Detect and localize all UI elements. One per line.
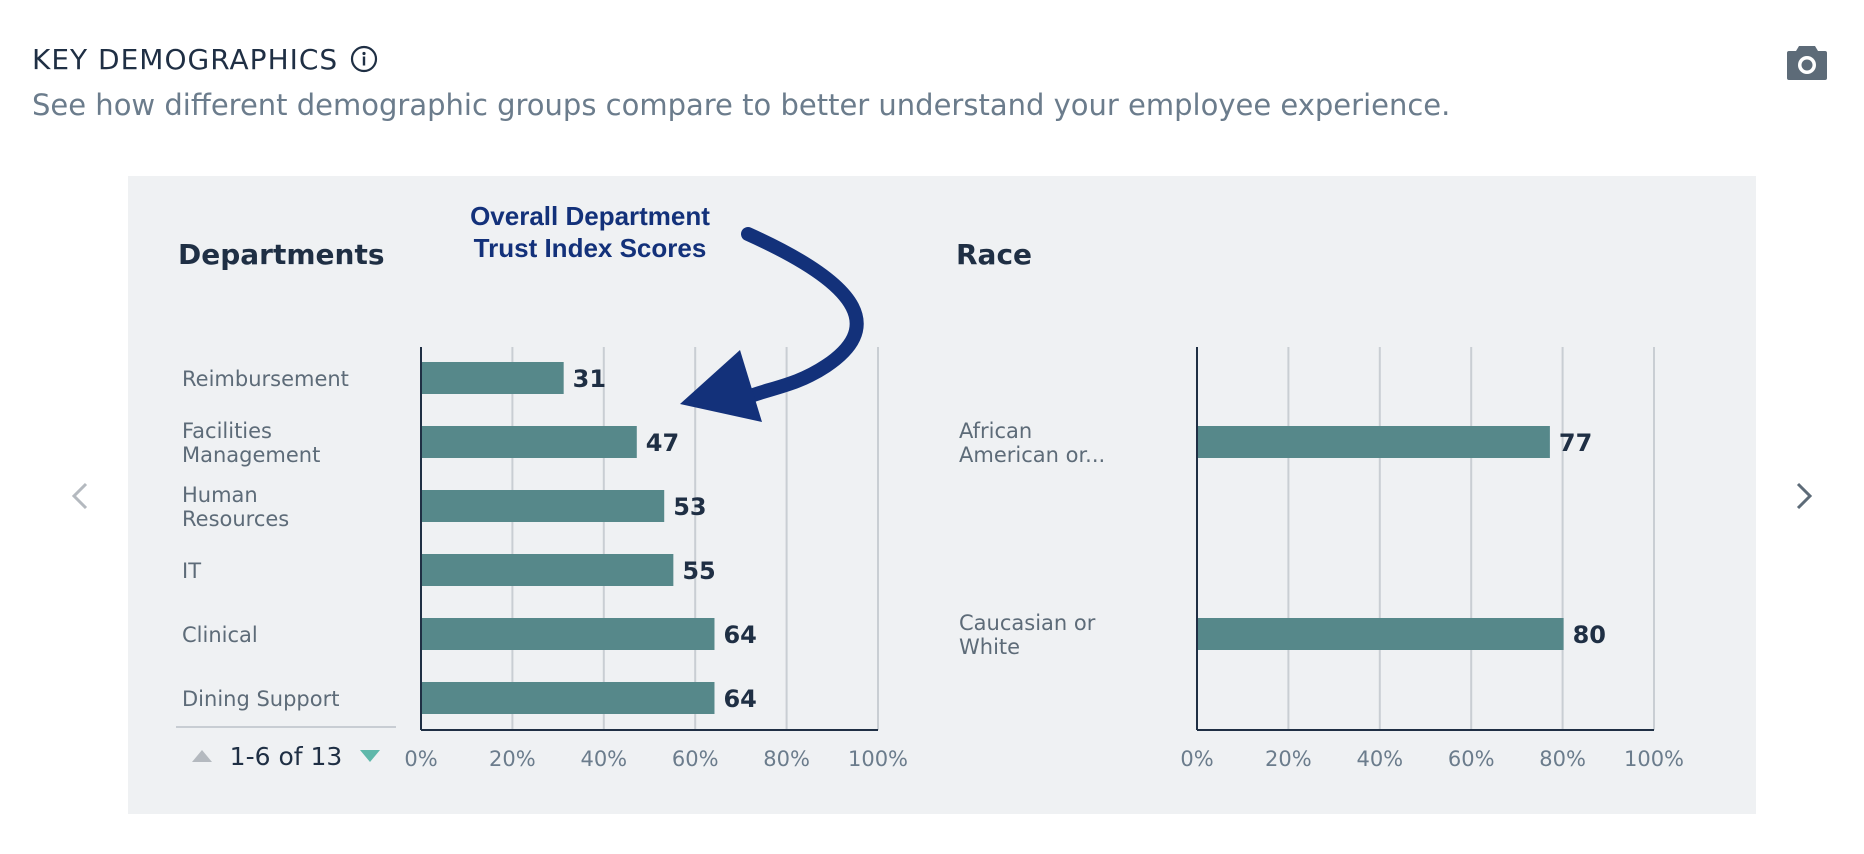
chevron-left-icon[interactable] <box>66 478 94 514</box>
dept-bar[interactable] <box>422 490 665 522</box>
chevron-right-icon[interactable] <box>1790 478 1818 514</box>
dept-category-label: Management <box>182 443 320 467</box>
dept-category-label: IT <box>182 559 201 583</box>
dept-value-label: 47 <box>646 429 679 457</box>
race-tick-label: 0% <box>1180 747 1213 771</box>
dept-category-label: Facilities <box>182 419 272 443</box>
dept-bar[interactable] <box>422 618 715 650</box>
page-down-icon[interactable] <box>360 750 381 762</box>
race-category-label: White <box>959 635 1020 659</box>
dept-tick-label: 0% <box>404 747 437 771</box>
race-tick-label: 80% <box>1539 747 1586 771</box>
race-tick-label: 40% <box>1356 747 1403 771</box>
dept-category-label: Human <box>182 483 258 507</box>
race-tick-label: 20% <box>1265 747 1312 771</box>
section-header: KEY DEMOGRAPHICS <box>32 42 378 76</box>
race-value-label: 77 <box>1559 429 1592 457</box>
race-bar[interactable] <box>1198 618 1564 650</box>
dept-value-label: 64 <box>723 621 756 649</box>
dept-value-label: 55 <box>682 557 715 585</box>
demographics-panel <box>128 176 1756 814</box>
race-tick-label: 100% <box>1624 747 1684 771</box>
dept-category-label: Dining Support <box>182 687 339 711</box>
dept-category-label: Resources <box>182 507 289 531</box>
race-category-label: Caucasian or <box>959 611 1096 635</box>
dept-bar[interactable] <box>422 362 564 394</box>
dept-value-label: 53 <box>673 493 706 521</box>
dept-category-label: Clinical <box>182 623 258 647</box>
departments-chart-title: Departments <box>178 238 385 271</box>
section-title: KEY DEMOGRAPHICS <box>32 42 339 76</box>
page-up-icon[interactable] <box>191 750 212 762</box>
dept-value-label: 31 <box>573 365 606 393</box>
pager: 1-6 of 13 <box>176 726 396 771</box>
dept-tick-label: 80% <box>763 747 810 771</box>
camera-icon[interactable] <box>1785 42 1829 82</box>
dept-category-label: Reimbursement <box>182 367 349 391</box>
dept-bar[interactable] <box>422 554 674 586</box>
dept-tick-label: 20% <box>489 747 536 771</box>
dept-tick-label: 60% <box>672 747 719 771</box>
dept-bar[interactable] <box>422 426 637 458</box>
dept-tick-label: 100% <box>848 747 908 771</box>
departments-chart: 0% 20% 40% 60% 80% 100% 31 Reimbursement 47 Facil… <box>182 347 908 771</box>
section-subtitle: See how different demographic groups com… <box>32 88 1451 122</box>
race-tick-label: 60% <box>1448 747 1495 771</box>
annotation-line-1: Overall Department <box>470 201 710 231</box>
race-value-label: 80 <box>1573 621 1606 649</box>
race-category-label: American or... <box>959 443 1105 467</box>
annotation-line-2: Trust Index Scores <box>473 233 707 263</box>
dept-bar[interactable] <box>422 682 715 714</box>
dept-value-label: 64 <box>723 685 756 713</box>
dept-tick-label: 40% <box>580 747 627 771</box>
pager-label: 1-6 of 13 <box>229 741 343 771</box>
race-bar[interactable] <box>1198 426 1550 458</box>
annotation-label: Overall Department Trust Index Scores <box>430 200 750 264</box>
annotation-arrow <box>680 227 864 422</box>
info-icon[interactable] <box>350 45 378 73</box>
race-chart-title: Race <box>956 238 1033 271</box>
race-category-label: African <box>959 419 1032 443</box>
